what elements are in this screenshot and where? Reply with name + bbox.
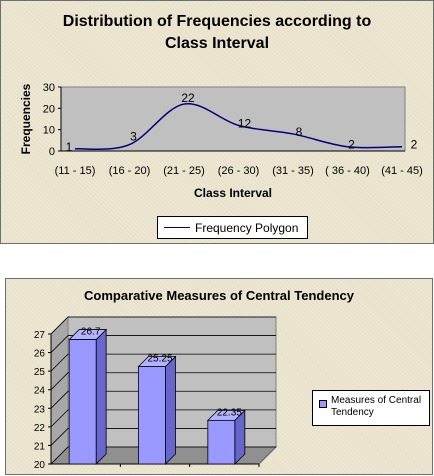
central-tendency-chart-panel: Comparative Measures of Central Tendency… xyxy=(5,278,433,475)
legend-label: Frequency Polygon xyxy=(195,221,299,235)
data-label: 3 xyxy=(130,130,137,144)
gridline-side xyxy=(50,428,69,446)
gridline-side xyxy=(50,316,69,335)
data-label: 2 xyxy=(348,138,355,152)
x-tick-label: (11 - 15) xyxy=(55,165,96,177)
bar xyxy=(138,366,166,465)
y-tick-label: 24 xyxy=(34,386,46,397)
frequency-chart-legend: Frequency Polygon xyxy=(157,216,308,239)
x-tick-label: ( 36 - 40) xyxy=(325,165,370,177)
y-tick-label: 26 xyxy=(34,349,46,360)
x-tick-label: (31 - 35) xyxy=(272,165,314,177)
data-label: 8 xyxy=(296,125,303,139)
y-tick-label: 27 xyxy=(34,330,46,341)
y-axis-title: Frequencies xyxy=(19,83,33,154)
x-tick-label: (16 - 20) xyxy=(109,165,151,177)
y-tick-label: 25 xyxy=(34,367,46,378)
bar xyxy=(68,339,97,465)
frequency-polygon-line xyxy=(74,103,403,151)
frequency-chart-panel: Distribution of Frequencies according to… xyxy=(0,0,434,244)
frequency-chart-svg: 0 10 20 30 (11 - 15) (16 - 20) (21 - 25) (26 - … xyxy=(19,82,423,200)
y-tick-label: 20 xyxy=(43,103,55,115)
side-wall xyxy=(50,315,69,466)
y-tick-label: 20 xyxy=(34,460,46,471)
y-tick-label: 10 xyxy=(43,125,55,137)
bar-side xyxy=(95,328,107,465)
legend-label: Measures of Central Tendency xyxy=(331,395,422,418)
y-tick-label: 21 xyxy=(34,441,46,452)
y-tick-label: 0 xyxy=(49,146,55,158)
y-tick-label: 22 xyxy=(34,423,46,434)
data-label: 25.25 xyxy=(147,354,172,365)
data-label: 1 xyxy=(66,140,73,154)
bar-side xyxy=(165,355,176,465)
data-label: 22.35 xyxy=(217,407,242,418)
legend-line-swatch xyxy=(164,227,190,228)
frequency-chart-title: Distribution of Frequencies according to… xyxy=(62,13,372,52)
legend-bar-swatch xyxy=(319,400,327,408)
gridline-side xyxy=(50,409,69,428)
y-tick-label: 30 xyxy=(43,82,55,94)
x-tick-label: (26 - 30) xyxy=(218,165,260,177)
data-label: 26.7 xyxy=(81,327,101,338)
data-label: 2 xyxy=(411,138,418,152)
gridline-side xyxy=(50,446,69,465)
gridline-side xyxy=(50,353,69,372)
x-tick-label: (41 - 45) xyxy=(381,165,423,177)
x-tick-label: (21 - 25) xyxy=(163,165,205,177)
plot-area xyxy=(60,86,406,152)
bar xyxy=(207,419,236,465)
gridline-side xyxy=(50,335,69,353)
y-tick-label: 23 xyxy=(34,404,46,415)
gridline-side xyxy=(50,372,69,390)
gridline-side xyxy=(50,391,69,409)
x-axis-title: Class Interval xyxy=(194,186,272,200)
data-label: 22 xyxy=(181,91,195,105)
central-tendency-chart-legend: Measures of Central Tendency xyxy=(312,390,430,426)
central-tendency-chart-svg: 20 21 22 23 24 25 26 27 26.7 25.25 22.35 xyxy=(34,315,278,471)
central-tendency-chart-title: Comparative Measures of Central Tendency xyxy=(84,288,354,303)
data-label: 12 xyxy=(238,116,252,130)
